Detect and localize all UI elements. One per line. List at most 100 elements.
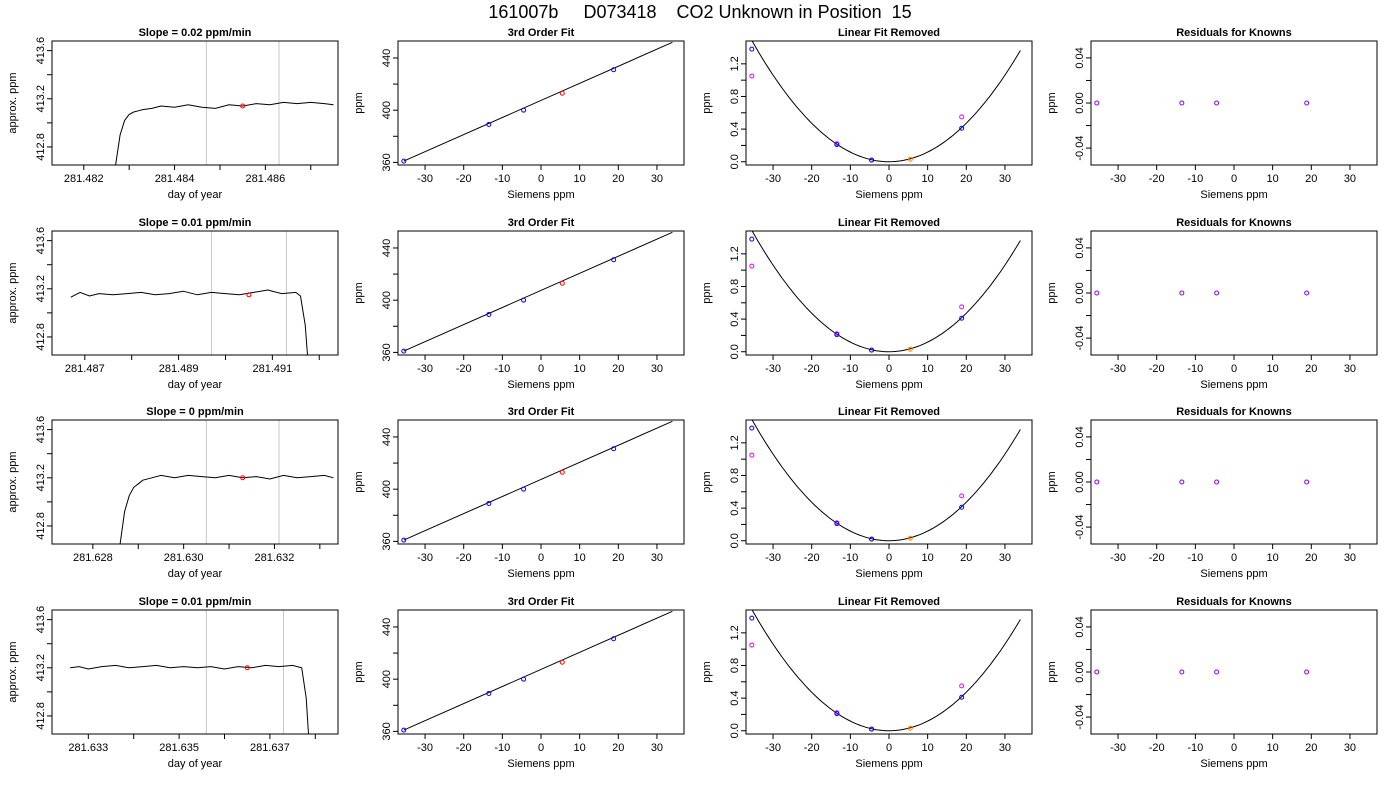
panel-frame — [397, 230, 685, 356]
panel-title: Residuals for Knowns — [1176, 596, 1292, 608]
y-tick-label: 360 — [381, 153, 393, 171]
panel-title: Residuals for Knowns — [1176, 406, 1292, 418]
x-tick-label: 0 — [886, 552, 892, 564]
x-axis-label: Siemens ppm — [1200, 379, 1267, 391]
x-tick-label: -30 — [1110, 552, 1126, 564]
x-tick-label: -10 — [1187, 363, 1203, 375]
panel: Slope = 0 ppm/min 281.628 281.630 281.632 41… — [7, 406, 339, 580]
y-tick-label: 0.4 — [729, 500, 741, 515]
y-tick-label: 400 — [381, 291, 393, 309]
y-axis-label: approx. ppm — [7, 262, 19, 323]
panel-title: Linear Fit Removed — [838, 596, 940, 608]
trace-line — [115, 101, 334, 165]
x-tick-label: 281.491 — [252, 363, 292, 375]
known-point — [869, 347, 875, 353]
x-axis-label: Siemens ppm — [855, 758, 922, 770]
y-tick-label: 0.8 — [729, 658, 741, 673]
panel-frame — [1090, 230, 1378, 356]
panel-title: 3rd Order Fit — [508, 596, 575, 608]
y-tick-label: 0.04 — [1074, 616, 1086, 637]
known-point — [834, 142, 840, 148]
y-tick-label: 412.8 — [35, 323, 47, 351]
x-tick-label: 20 — [1305, 173, 1317, 185]
y-axis-label: ppm — [701, 661, 713, 682]
known-point — [834, 332, 840, 338]
plot-area — [1094, 479, 1310, 485]
x-axis-label: Siemens ppm — [1200, 568, 1267, 580]
known-point — [521, 297, 527, 303]
panel-title: Slope = 0.01 ppm/min — [139, 217, 252, 229]
x-tick-label: -20 — [1149, 173, 1165, 185]
panel: Linear Fit Removed -30 -20 -10 0 10 20 30 0.0 0.4… — [701, 217, 1033, 391]
x-tick-label: -30 — [417, 552, 433, 564]
known-point — [1094, 479, 1100, 485]
panel-frame — [51, 230, 339, 356]
known-point — [749, 236, 755, 242]
panel-title: 3rd Order Fit — [508, 217, 575, 229]
panel: 3rd Order Fit -30 -20 -10 0 10 20 30 360 400 440 Si… — [353, 217, 685, 391]
y-axis-label: ppm — [353, 282, 365, 303]
panel: Residuals for Knowns -30 -20 -10 0 10 20 30 -0.0… — [1046, 406, 1378, 580]
plot-area — [70, 289, 308, 355]
panel-frame — [745, 609, 1033, 735]
known-point — [521, 486, 527, 492]
known-point — [959, 125, 965, 131]
x-axis-label: Siemens ppm — [1200, 758, 1267, 770]
known-point — [401, 158, 407, 164]
y-tick-label: 413.2 — [35, 275, 47, 303]
x-tick-label: 20 — [612, 363, 624, 375]
x-tick-label: -20 — [456, 173, 472, 185]
x-tick-label: 10 — [922, 742, 934, 754]
x-tick-label: 10 — [922, 552, 934, 564]
panel-frame — [397, 609, 685, 735]
panel-frame — [1090, 40, 1378, 166]
known-point — [401, 537, 407, 543]
panel: Residuals for Knowns -30 -20 -10 0 10 20 30 -0.0… — [1046, 217, 1378, 391]
x-tick-label: 10 — [922, 173, 934, 185]
panel-title: 3rd Order Fit — [508, 406, 575, 418]
known-point — [611, 636, 617, 642]
known-point — [486, 691, 492, 697]
known-point — [834, 711, 840, 717]
x-tick-label: 281.633 — [68, 742, 108, 754]
known-point — [1304, 669, 1310, 675]
known-point — [1094, 100, 1100, 106]
panel-title: Linear Fit Removed — [838, 406, 940, 418]
x-tick-label: 30 — [999, 173, 1011, 185]
y-tick-label: 413.6 — [35, 227, 47, 255]
panel: Residuals for Knowns -30 -20 -10 0 10 20 30 -0.0… — [1046, 596, 1378, 770]
alt-known-point — [749, 73, 755, 79]
y-tick-label: 1.2 — [729, 56, 741, 71]
x-tick-label: -30 — [417, 363, 433, 375]
panel-title: Slope = 0 ppm/min — [146, 406, 244, 418]
unknown-marker — [240, 103, 246, 109]
y-tick-label: 0.00 — [1074, 92, 1086, 113]
panel: Slope = 0.01 ppm/min 281.633 281.635 281.63… — [7, 596, 339, 770]
known-point — [1179, 669, 1185, 675]
plot-area — [115, 101, 334, 165]
x-tick-label: -20 — [456, 552, 472, 564]
known-point — [611, 446, 617, 452]
y-tick-label: 400 — [381, 670, 393, 688]
y-axis-label: ppm — [1046, 471, 1058, 492]
panel-frame — [1090, 609, 1378, 735]
x-tick-label: -30 — [417, 742, 433, 754]
x-tick-label: 10 — [574, 173, 586, 185]
panel-title: Residuals for Knowns — [1176, 217, 1292, 229]
known-point — [611, 67, 617, 73]
x-tick-label: -30 — [765, 552, 781, 564]
x-tick-label: 281.637 — [250, 742, 290, 754]
y-axis-label: ppm — [1046, 661, 1058, 682]
panel-title: Slope = 0.02 ppm/min — [139, 27, 252, 39]
x-tick-label: 10 — [574, 363, 586, 375]
x-tick-label: -30 — [765, 363, 781, 375]
plot-area — [1094, 100, 1310, 106]
panel-frame — [51, 609, 339, 735]
panel: 3rd Order Fit -30 -20 -10 0 10 20 30 360 400 440 Si… — [353, 596, 685, 770]
y-tick-label: 440 — [381, 49, 393, 67]
x-tick-label: 20 — [960, 363, 972, 375]
y-tick-label: 0.4 — [729, 690, 741, 705]
panel-title: Residuals for Knowns — [1176, 27, 1292, 39]
y-axis-label: ppm — [353, 92, 365, 113]
x-tick-label: 0 — [1231, 173, 1237, 185]
